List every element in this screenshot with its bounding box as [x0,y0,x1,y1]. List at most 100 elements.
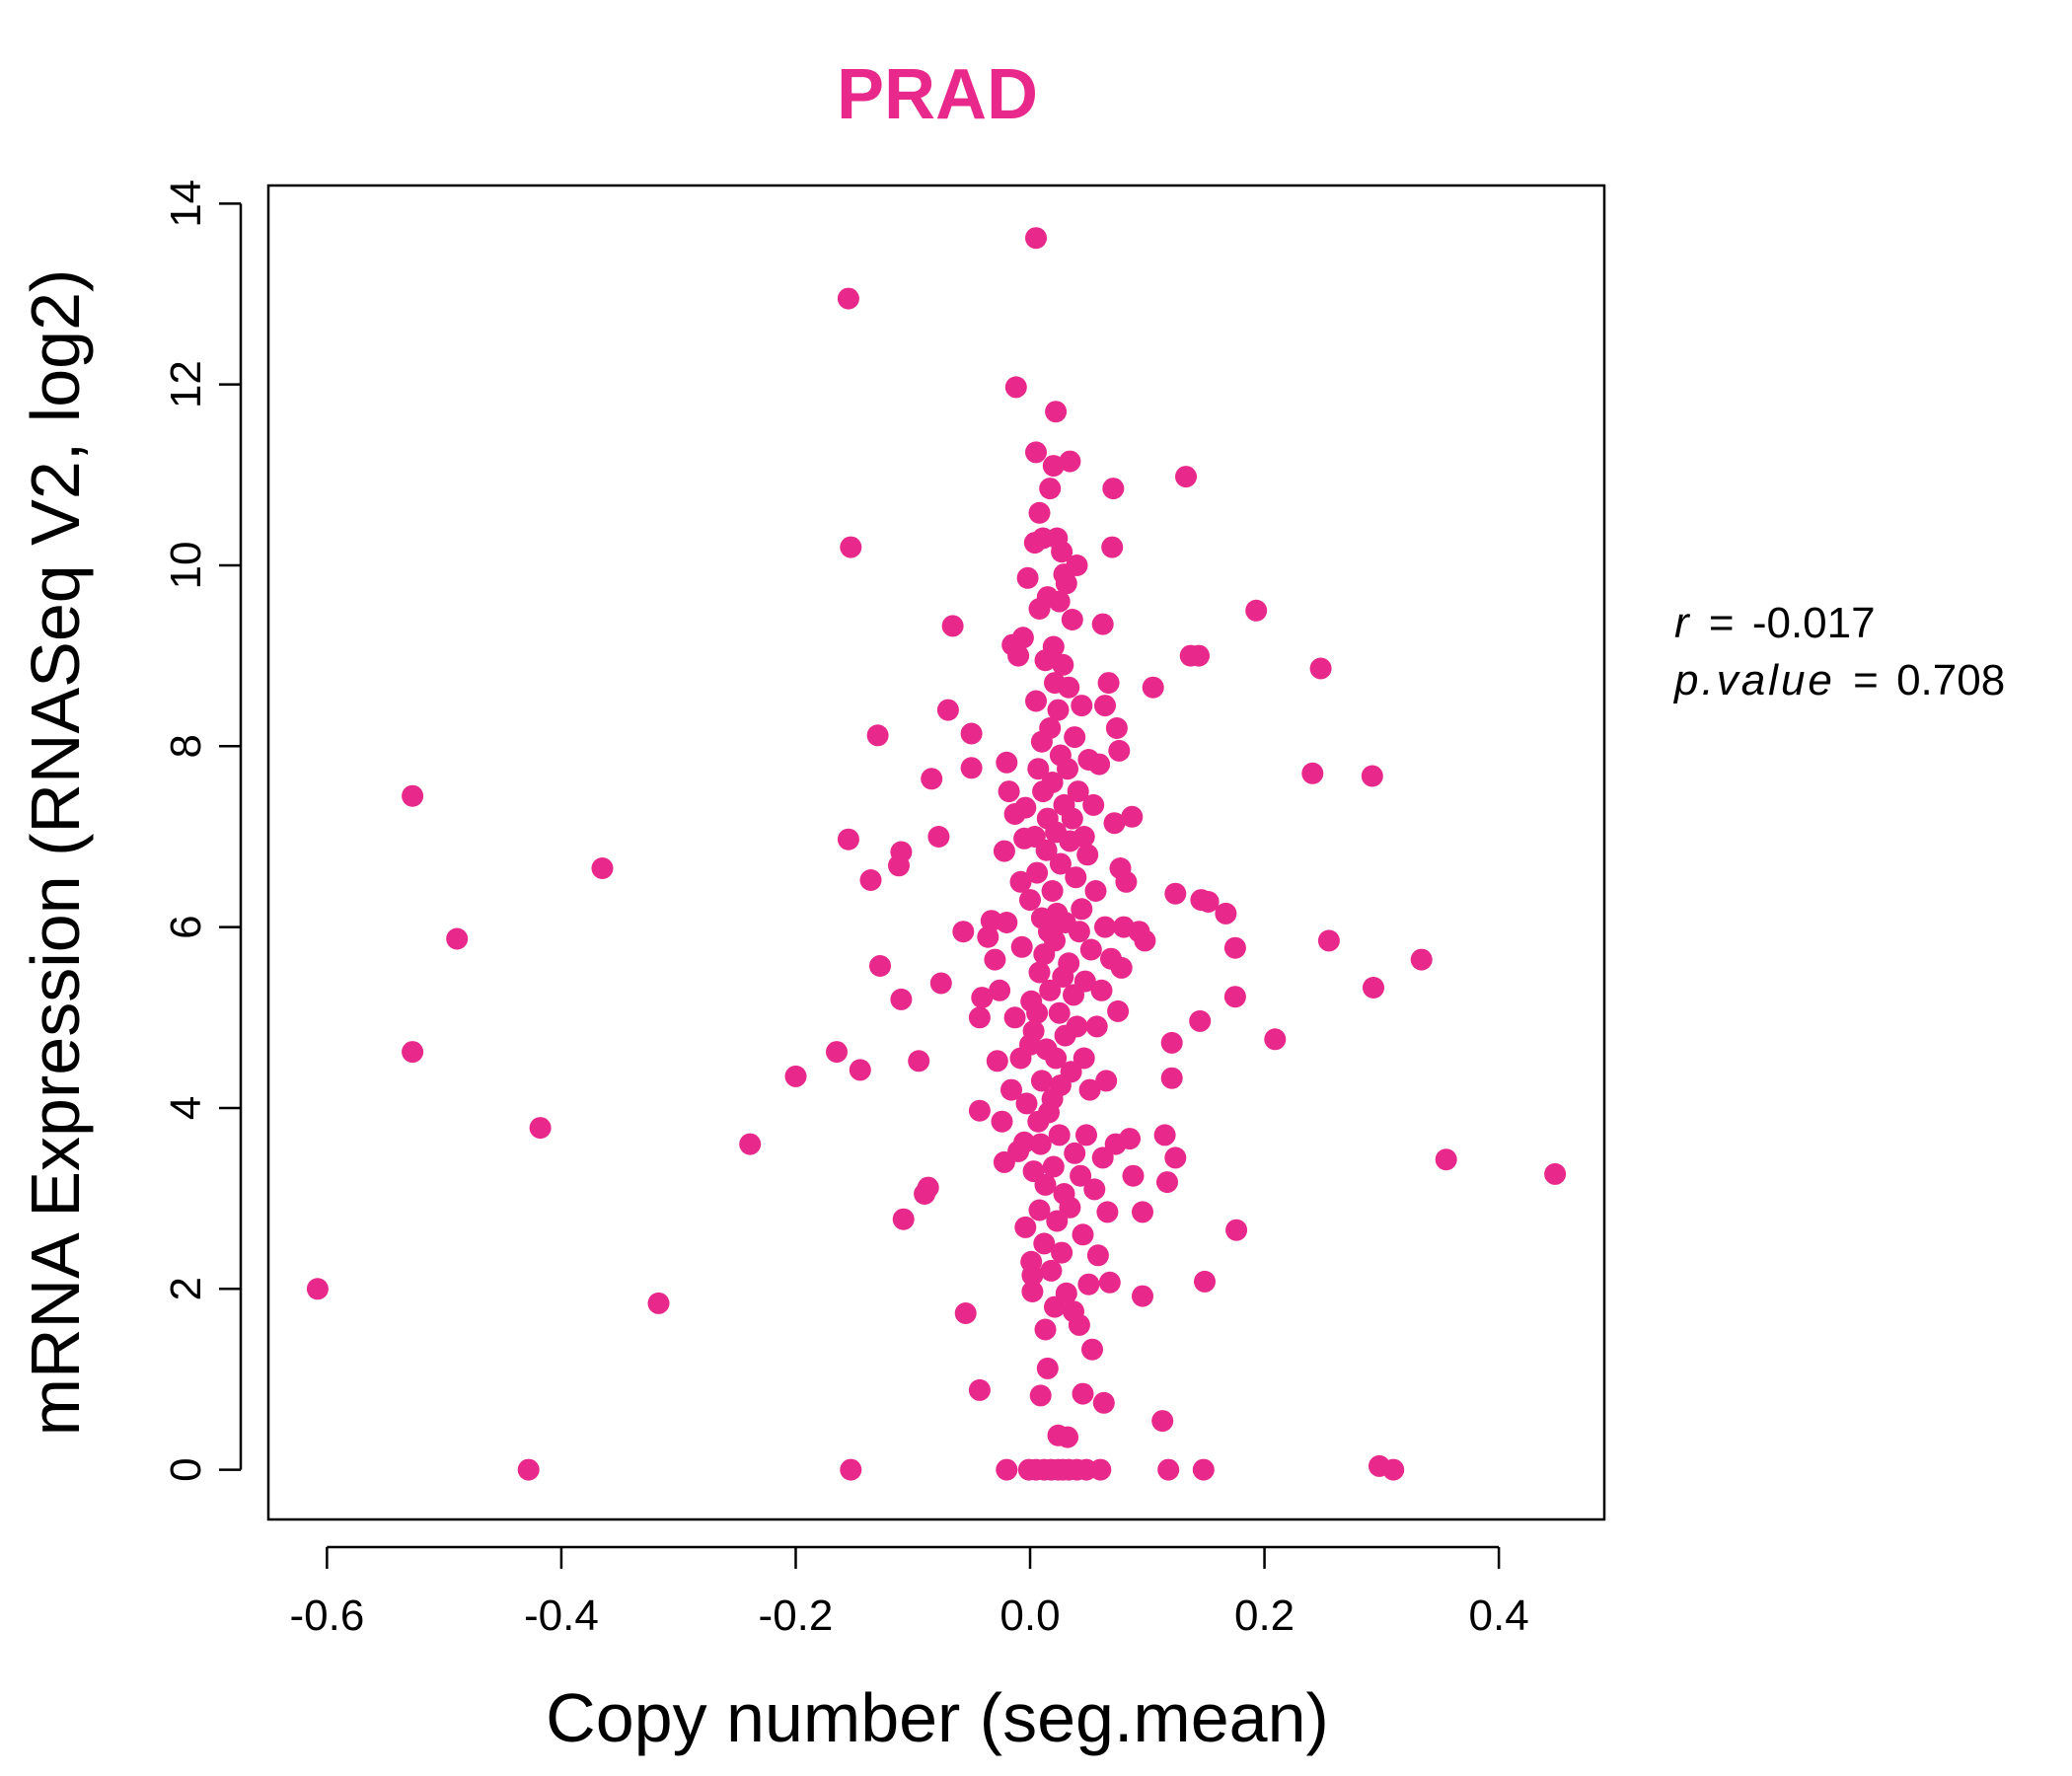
data-point [1066,555,1088,576]
data-point [1028,501,1051,524]
data-point [1090,979,1113,1001]
data-point [968,1006,991,1029]
stat-p-value: 0.708 [1896,656,2005,704]
data-point [1070,1164,1092,1187]
stat-r-value: -0.017 [1752,599,1876,647]
data-point [1301,762,1324,784]
data-point [1039,478,1062,500]
y-tick-label: 4 [162,1096,210,1120]
data-point [1105,717,1128,739]
data-point [1363,977,1384,999]
data-point [1046,1210,1069,1232]
chart-title: PRAD [837,55,1038,134]
data-point [1361,765,1383,787]
data-point [1039,717,1062,739]
data-point [1544,1162,1567,1185]
data-point [859,869,882,891]
data-point [1077,1273,1100,1295]
data-point [1042,1155,1065,1178]
data-point [1175,466,1197,488]
data-point [998,780,1020,803]
data-point [1410,948,1433,971]
data-point [996,751,1018,774]
y-tick-label: 14 [162,180,210,228]
data-point [890,841,913,863]
data-point [1026,861,1049,884]
data-point [1164,882,1187,905]
data-point [1029,1133,1052,1155]
data-point [1092,1391,1115,1414]
data-point [1121,805,1144,828]
data-point [1091,613,1114,635]
x-tick-label: -0.6 [289,1591,364,1640]
data-point [996,1458,1018,1481]
data-point [837,287,859,310]
data-point [402,784,424,807]
data-point [989,979,1011,1001]
x-tick-label: 0.0 [999,1591,1060,1640]
data-point [1189,1009,1212,1032]
data-point [840,536,862,558]
data-point [1089,1458,1112,1481]
data-point [1094,916,1116,938]
data-point [1048,1001,1071,1024]
data-point [1051,541,1073,563]
data-point [1026,1001,1049,1024]
data-point [941,615,964,637]
data-point [1067,780,1089,803]
stat-p: p.value = 0.708 [1672,656,2005,704]
data-point [1107,999,1130,1022]
data-point [890,988,913,1010]
data-point [1164,1147,1187,1169]
data-point [306,1278,329,1300]
data-point [1075,1124,1097,1147]
data-point [1079,938,1102,961]
data-point [1073,970,1096,993]
stat-r: r = -0.017 [1674,599,1876,647]
data-point [908,1050,930,1073]
data-point [1072,1223,1094,1246]
data-point [1223,936,1246,959]
data-point [1317,929,1340,952]
data-point [1156,1171,1178,1194]
data-point [1081,1338,1103,1361]
data-point [954,1302,977,1324]
data-point [1110,956,1133,979]
y-tick-label: 0 [162,1457,210,1481]
data-point [869,955,891,977]
data-point [1192,1458,1215,1481]
y-tick-label: 6 [162,915,210,938]
data-point [1142,676,1164,699]
data-point [1188,644,1210,667]
data-point [1084,880,1107,902]
data-point [1028,961,1051,984]
data-point [866,724,889,747]
data-point [1034,1173,1057,1196]
data-point [591,857,614,879]
data-point [1016,566,1039,589]
stat-r-label: r [1674,599,1691,647]
data-point [921,768,943,790]
data-point [1119,1128,1141,1150]
data-point [1049,852,1072,875]
data-point [929,972,952,995]
data-point [1309,657,1332,680]
data-point [1042,635,1065,658]
data-point [1194,1270,1216,1293]
data-point [1073,1047,1095,1070]
data-point [1011,627,1034,649]
data-point [1153,1124,1176,1147]
data-point [1029,1384,1052,1407]
data-point [1013,1131,1036,1153]
data-point [402,1041,424,1064]
data-point [1096,1201,1119,1223]
data-point [1041,772,1064,793]
data-point [1066,1015,1088,1038]
data-point [991,1110,1013,1133]
data-point [1098,1271,1121,1294]
data-point [996,912,1018,933]
data-point [1055,572,1077,595]
data-point [1060,1061,1082,1083]
data-point [1021,1281,1044,1302]
